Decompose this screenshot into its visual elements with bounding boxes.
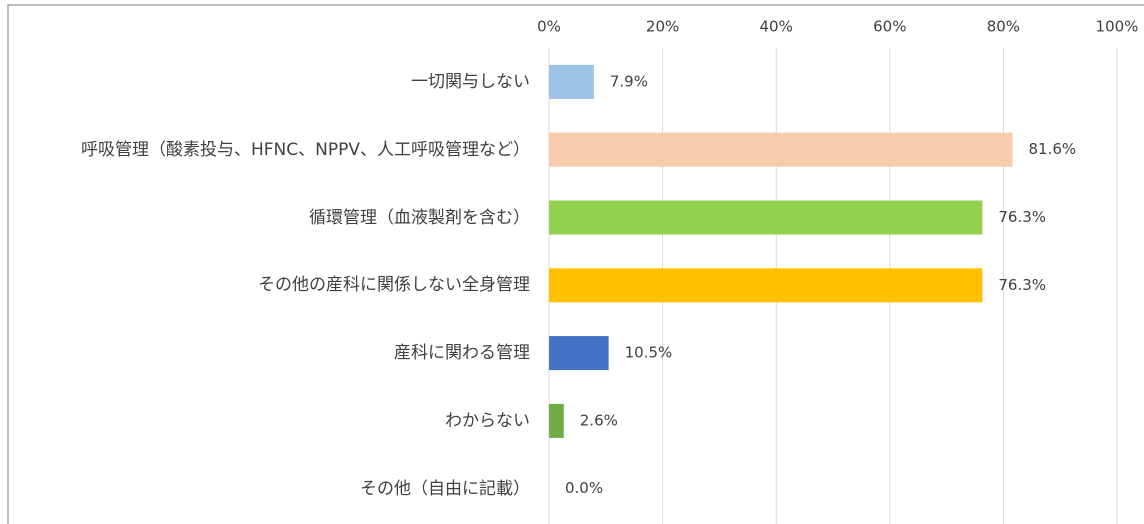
- bar: [549, 268, 983, 303]
- y-tick-label: わからない: [445, 410, 530, 431]
- data-label: 10.5%: [625, 344, 673, 362]
- bar: [549, 403, 564, 438]
- y-tick-label: 呼吸管理（酸素投与、HFNC、NPPV、人工呼吸管理など）: [81, 139, 530, 160]
- data-label: 7.9%: [610, 72, 648, 90]
- y-tick-label: その他の産科に関係しない全身管理: [258, 275, 530, 296]
- y-tick-label: 一切関与しない: [411, 71, 530, 92]
- frame: [7, 4, 1144, 524]
- x-tick-label: 0%: [537, 18, 561, 36]
- data-label: 76.3%: [998, 276, 1046, 294]
- x-tick-label: 40%: [760, 18, 793, 36]
- bar: [549, 200, 983, 235]
- data-label: 2.6%: [580, 411, 618, 429]
- y-tick-label: 循環管理（血液製剤を含む）: [309, 207, 530, 228]
- bar: [549, 64, 594, 99]
- y-tick-label: その他（自由に記載）: [360, 478, 530, 499]
- y-tick-label: 産科に関わる管理: [394, 343, 530, 364]
- x-tick-label: 100%: [1096, 18, 1139, 36]
- x-tick-label: 60%: [873, 18, 906, 36]
- bar: [549, 336, 609, 371]
- data-label: 76.3%: [998, 208, 1046, 226]
- data-label: 81.6%: [1028, 140, 1076, 158]
- x-tick-label: 80%: [987, 18, 1020, 36]
- data-label: 0.0%: [565, 479, 603, 497]
- bar: [549, 132, 1013, 167]
- x-tick-label: 20%: [646, 18, 679, 36]
